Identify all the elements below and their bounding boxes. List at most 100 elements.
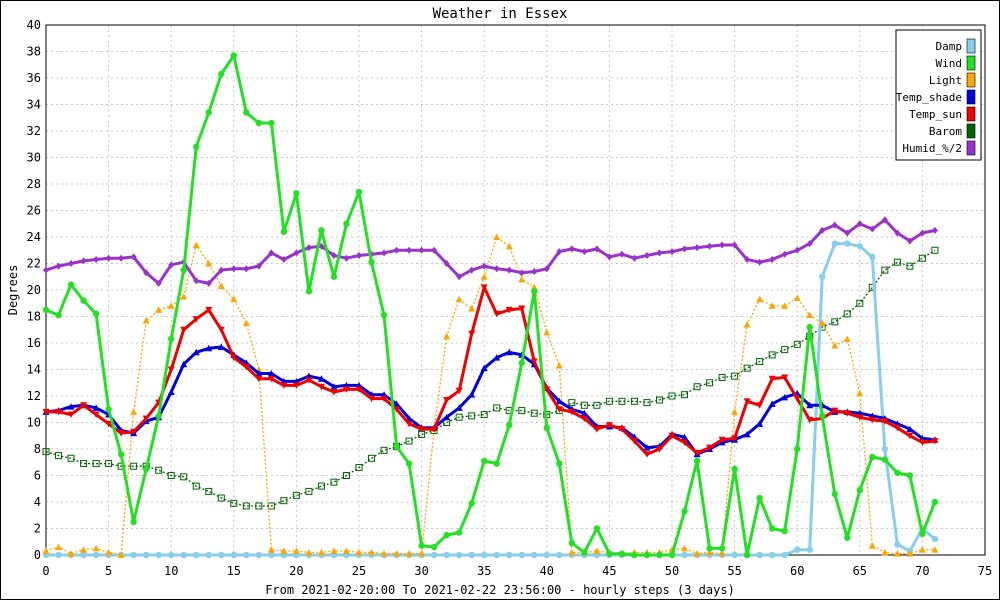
data-point-temp-sun [605,422,613,429]
data-point-light [267,546,275,553]
data-point-humid-2 [280,256,287,264]
data-point-humid-2 [669,248,675,256]
data-point-barom [731,372,739,380]
data-point-temp-sun [655,446,663,453]
data-point-humid-2 [230,265,237,273]
data-point-temp-sun [380,395,388,403]
data-point-temp-shade [67,403,75,410]
data-point-damp [80,551,87,559]
legend-swatch [966,140,976,156]
data-point-temp-sun [330,389,338,396]
data-point-wind [543,424,550,431]
data-point-barom [317,482,325,490]
data-point-damp [430,551,438,559]
data-point-temp-shade [455,404,463,411]
data-point-temp-sun [756,402,764,409]
data-point-temp-sun [893,424,901,432]
data-point-humid-2 [518,269,525,277]
data-point-wind [42,306,50,314]
data-point-temp-sun [630,438,638,445]
data-point-light [192,241,200,248]
data-point-damp [506,551,513,559]
data-point-barom [831,318,839,326]
data-point-temp-sun [393,406,401,413]
data-point-wind [55,311,62,319]
data-point-wind [443,531,450,539]
data-point-damp [455,551,463,559]
data-point-wind [268,119,275,127]
data-point-barom [906,262,914,270]
y-tick-label: 8 [34,442,41,456]
data-point-temp-sun [768,375,776,383]
data-point-damp [443,551,450,559]
data-point-humid-2 [656,249,663,257]
data-point-barom [355,464,363,472]
data-point-temp-shade [681,433,689,441]
y-tick-label: 34 [27,98,41,112]
data-point-damp [556,551,563,559]
data-point-humid-2 [55,262,62,270]
data-point-damp [518,551,525,559]
data-point-light [305,548,313,556]
data-point-temp-sun [668,432,676,440]
x-tick-label: 65 [853,564,867,578]
data-point-temp-sun [80,402,88,409]
data-point-light [117,551,125,558]
x-tick-label: 25 [352,564,366,578]
data-point-barom [280,497,288,505]
data-point-light [280,547,288,555]
data-point-temp-shade [180,360,188,368]
data-point-barom [843,310,851,318]
legend: Damp Wind Light Temp_shade Temp_sun Barom Humi… [895,29,982,161]
data-point-humid-2 [919,229,926,237]
data-point-wind [293,190,300,197]
data-point-damp [180,551,187,559]
y-tick-label: 18 [27,310,41,324]
x-tick-label: 30 [414,564,428,578]
data-point-light [342,547,350,555]
data-point-light [568,548,576,556]
data-point-light [67,550,75,557]
x-tick-label: 45 [602,564,616,578]
data-point-humid-2 [456,273,463,281]
x-tick-label: 60 [790,564,804,578]
data-point-light [205,260,213,267]
data-point-temp-sun [681,439,689,446]
data-point-temp-shade [205,344,213,352]
data-point-temp-sun [555,406,563,413]
data-point-temp-shade [468,391,476,398]
data-point-barom [893,258,901,266]
data-point-barom [205,487,213,495]
data-point-wind [806,323,813,331]
data-point-humid-2 [606,253,613,261]
data-point-barom [605,397,613,405]
data-point-light [418,550,426,557]
data-point-wind [668,551,676,559]
data-point-damp [243,551,250,559]
data-point-light [55,543,63,551]
data-point-temp-sun [180,326,188,334]
legend-swatch [966,38,976,54]
data-point-light [92,544,100,552]
data-point-barom [255,502,263,510]
data-point-temp-sun [643,451,651,458]
legend-label: Humid_%/2 [902,142,962,155]
data-point-light [681,544,689,552]
legend-swatch [966,106,976,122]
data-point-temp-sun [718,436,726,444]
data-point-light [493,233,501,240]
data-point-barom [380,446,388,454]
data-point-barom [643,399,651,407]
data-point-humid-2 [268,249,275,257]
data-point-temp-sun [505,306,513,314]
data-point-wind [481,457,488,465]
data-point-barom [681,391,689,399]
data-point-damp [844,240,851,247]
data-point-damp [531,551,538,559]
data-point-temp-sun [518,305,526,313]
data-point-wind [168,335,175,343]
data-point-wind [794,445,801,453]
data-point-light [793,294,801,301]
data-point-damp [130,551,137,559]
data-point-humid-2 [556,248,563,256]
